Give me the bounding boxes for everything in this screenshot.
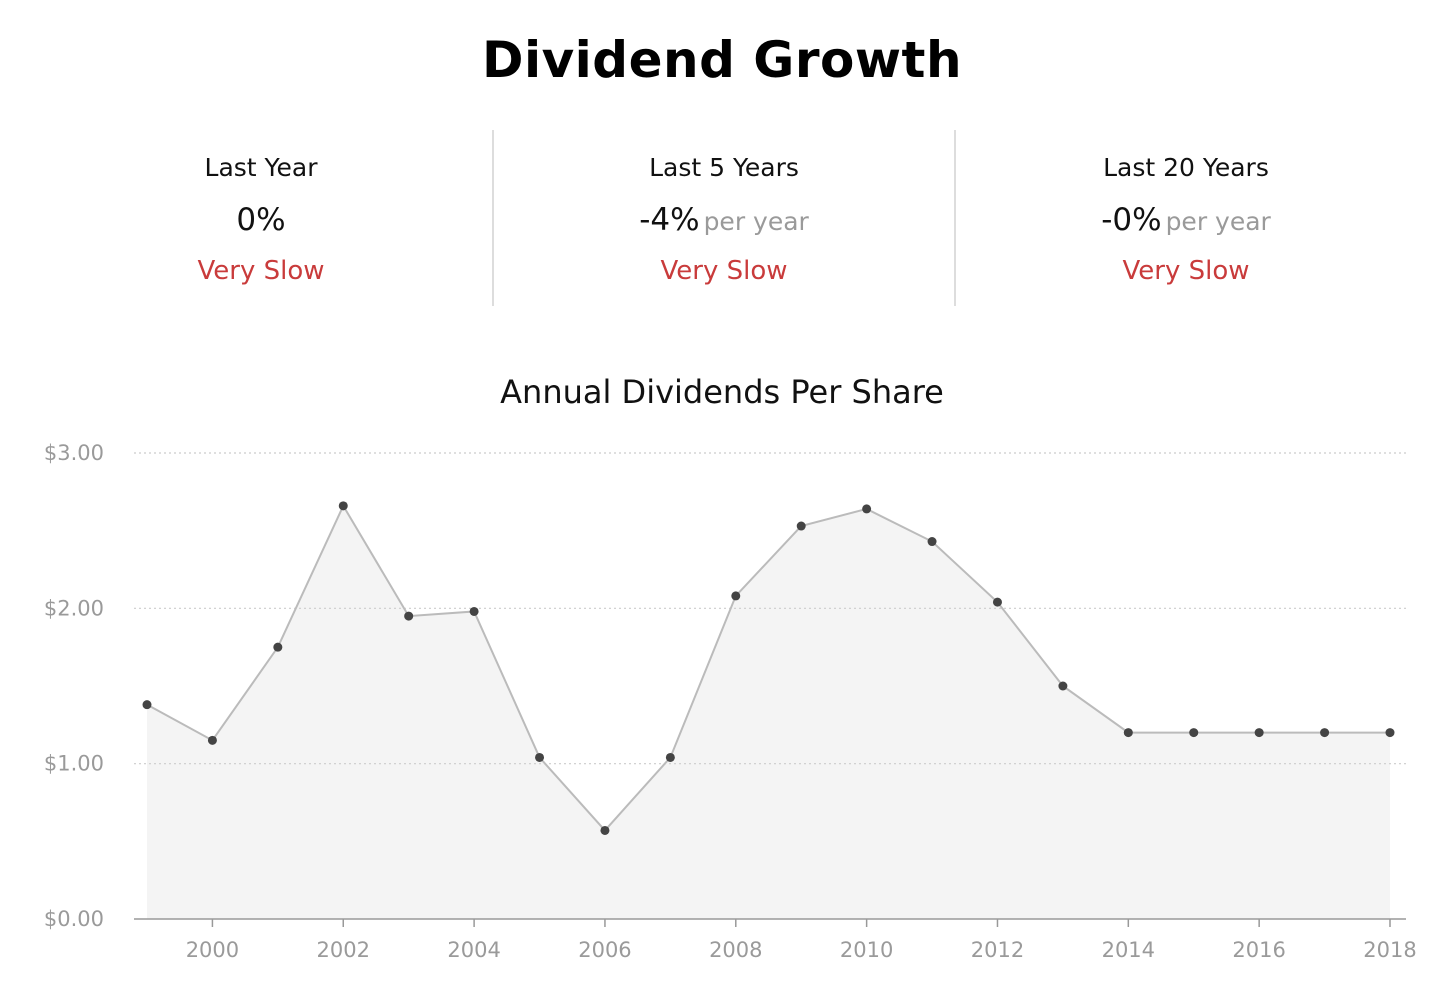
y-tick-label: $1.00 [44,752,104,776]
y-tick-label: $0.00 [44,907,104,931]
stat-divider [492,130,494,306]
data-point [796,521,806,531]
stat-label: Last 5 Years [649,153,799,182]
series-area [147,505,1390,919]
stat-label: Last Year [204,153,318,182]
data-point [600,825,610,835]
data-point [207,735,217,745]
stat-unit: per year [703,207,809,236]
stat-last-20-years: Last 20 Years -0% per year Very Slow [955,130,1417,306]
growth-stats: Last Year 0% Very Slow Last 5 Years -4% p… [30,130,1416,306]
stat-value-row: -4% per year [493,200,955,245]
data-point [1385,728,1395,738]
data-point [927,537,937,547]
data-point [142,700,152,710]
data-point [731,591,741,601]
x-tick-label: 2002 [317,938,370,962]
x-tick-label: 2014 [1102,938,1155,962]
data-point [535,752,545,762]
data-point [273,642,283,652]
x-tick-label: 2012 [971,938,1024,962]
stat-unit: per year [1165,207,1271,236]
y-tick-label: $2.00 [44,596,104,620]
stat-value: 0% [236,202,286,238]
data-point [992,597,1002,607]
x-tick-label: 2008 [709,938,762,962]
stat-rating: Very Slow [1122,256,1250,286]
x-tick-label: 2000 [186,938,239,962]
data-point [1058,681,1068,691]
data-point [338,501,348,511]
data-point [1320,728,1330,738]
data-point [1123,728,1133,738]
stat-last-5-years: Last 5 Years -4% per year Very Slow [493,130,955,306]
data-point [665,752,675,762]
x-tick-label: 2004 [447,938,500,962]
stat-rating: Very Slow [197,256,325,286]
chart-title: Annual Dividends Per Share [500,373,944,411]
series-line [146,503,1390,832]
data-point [1254,728,1264,738]
stat-value: -4% [639,202,700,238]
stat-value-row: 0% [30,200,492,245]
stat-value-row: -0% per year [955,200,1417,245]
data-point [862,504,872,514]
stat-value: -0% [1101,202,1162,238]
page-title: Dividend Growth [481,31,963,89]
x-tick-label: 2016 [1232,938,1285,962]
data-point [404,611,414,621]
y-tick-label: $3.00 [44,441,104,465]
data-point [469,606,479,616]
stat-label: Last 20 Years [1103,153,1269,182]
stat-divider [954,130,956,306]
x-tick-label: 2006 [578,938,631,962]
stat-last-year: Last Year 0% Very Slow [30,130,492,306]
x-tick-label: 2018 [1363,938,1416,962]
data-point [1189,728,1199,738]
stat-rating: Very Slow [660,256,788,286]
x-tick-label: 2010 [840,938,893,962]
